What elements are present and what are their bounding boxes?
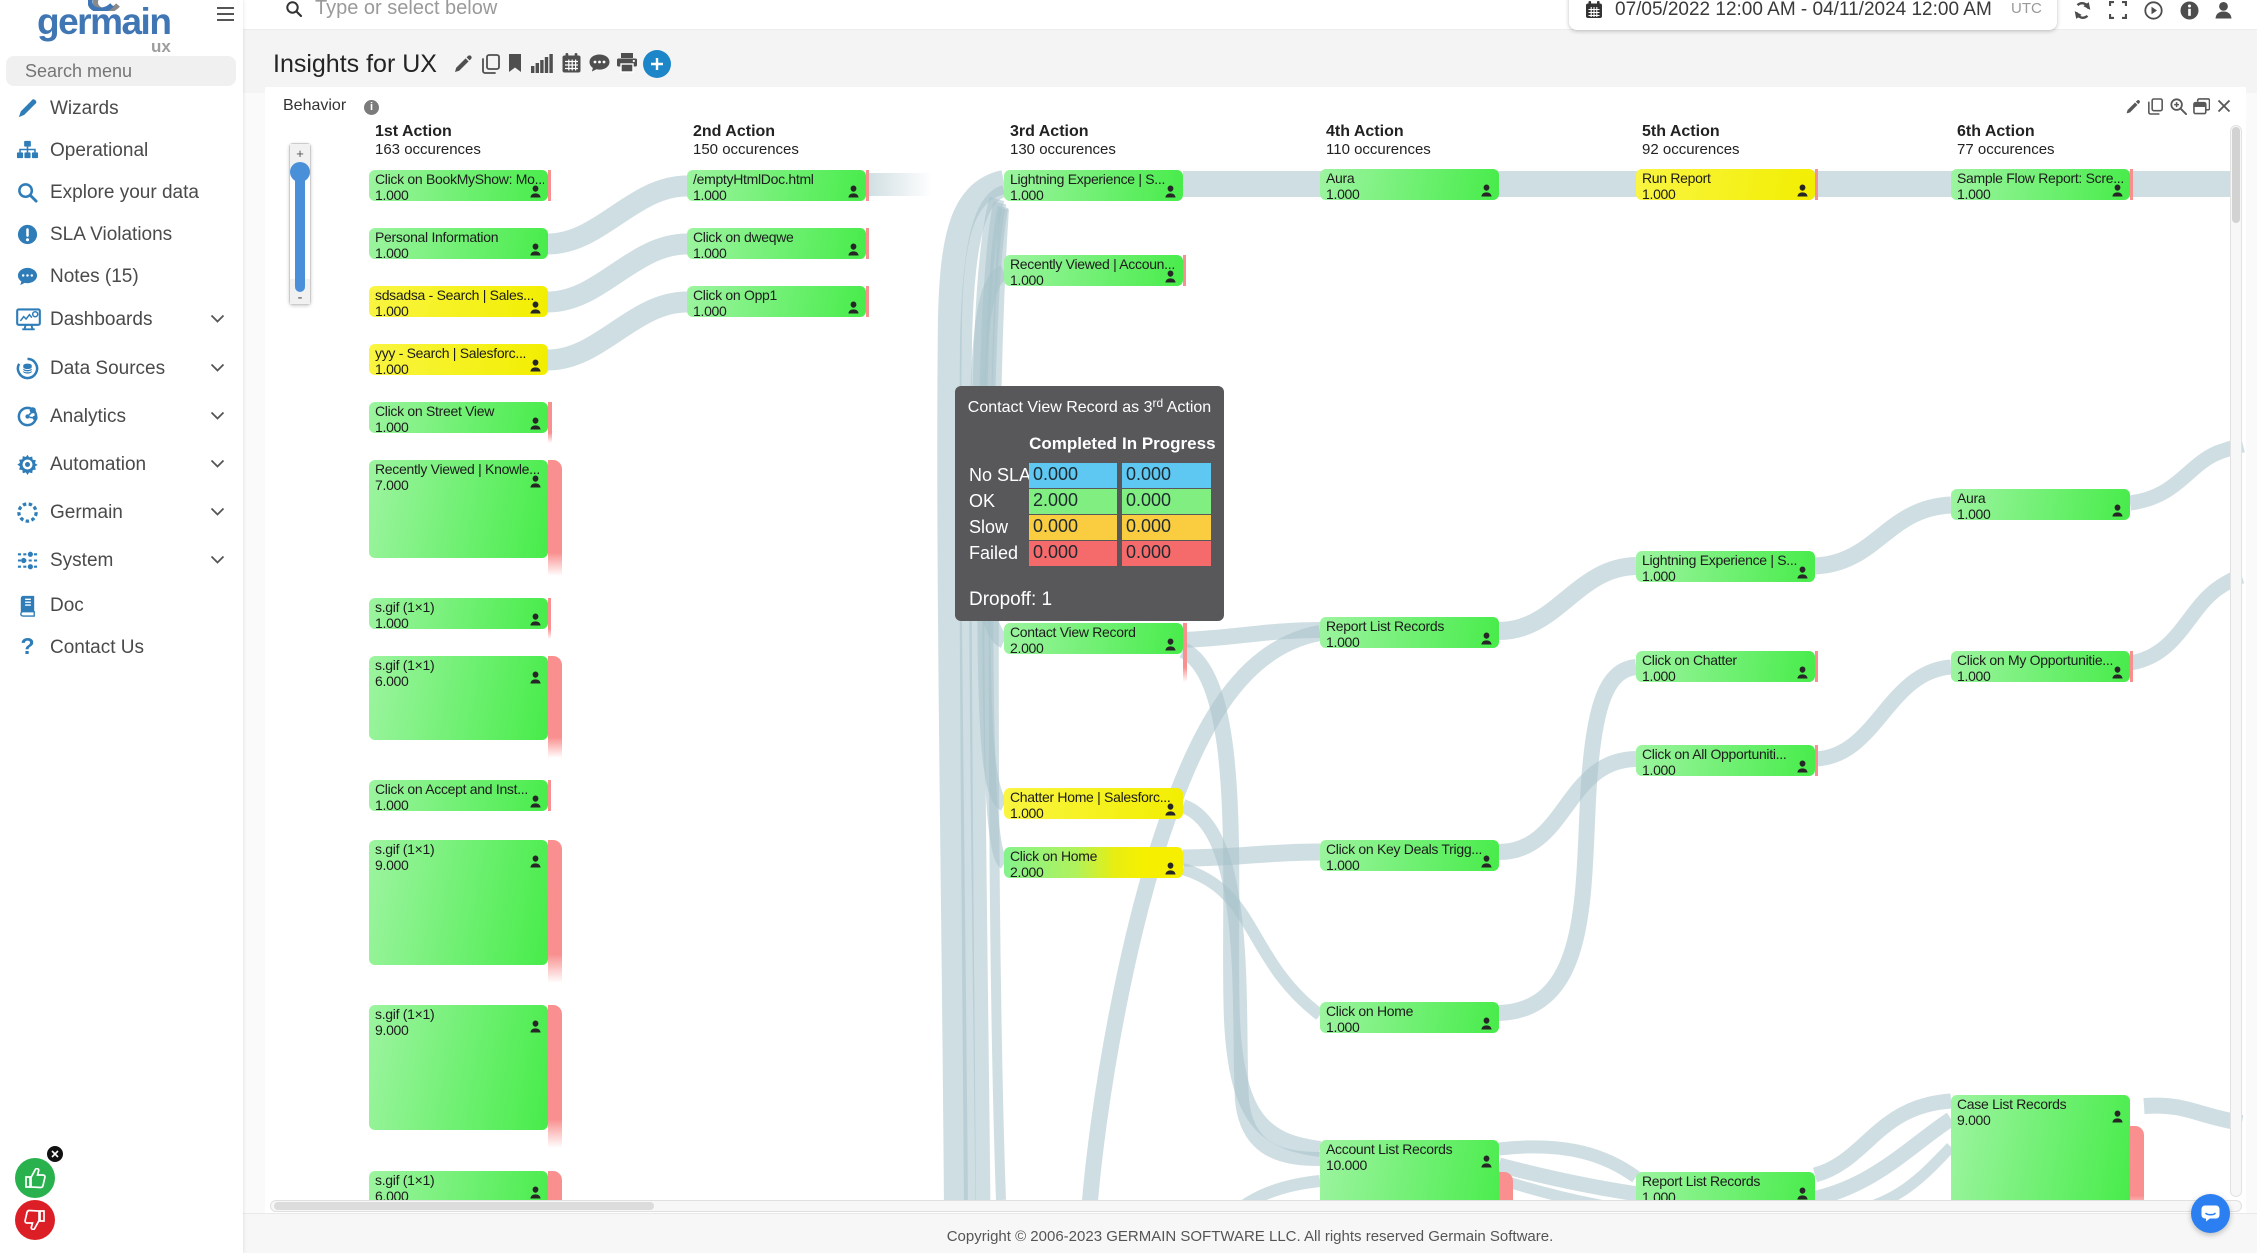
svg-text:?: ? [20,636,34,659]
